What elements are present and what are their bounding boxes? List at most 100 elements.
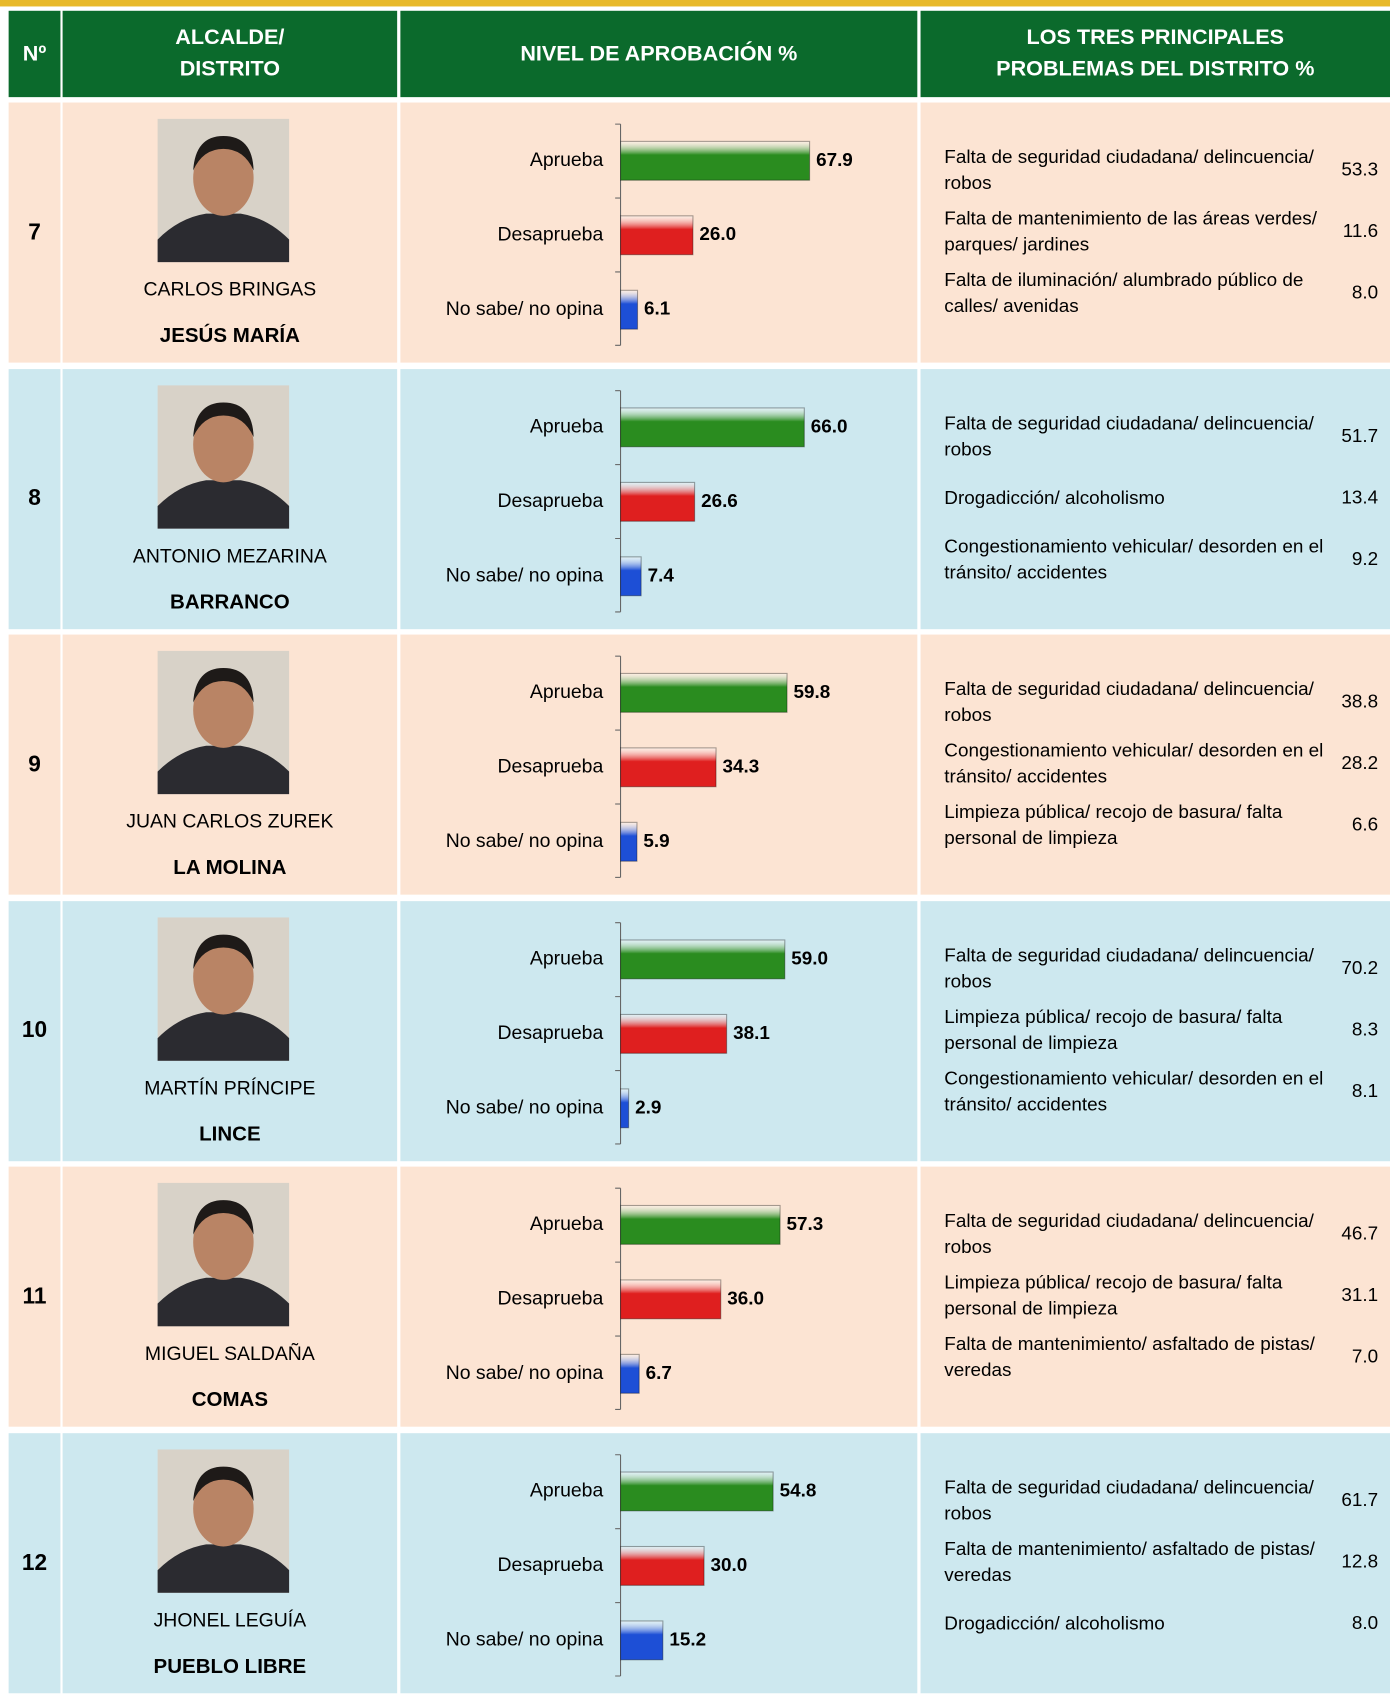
bar-label: Aprueba (530, 149, 604, 171)
value-label: 59.8 (794, 682, 831, 703)
bar (620, 555, 642, 596)
bar (620, 1088, 630, 1129)
row: 9 JUAN CARLOS ZUREK LA MOLINA Aprueba 59.8 De… (0, 634, 1390, 895)
problem-text: Drogadicción/ alcoholismo (944, 1612, 1165, 1634)
chart-cell: Aprueba 59.0 Desaprueba 38.1 No sabe/ no opi… (400, 900, 918, 1161)
bar (620, 1279, 722, 1320)
bar (620, 1205, 781, 1246)
value-label: 6.7 (646, 1363, 672, 1384)
problems-cell: Falta de seguridad ciudadana/ delincuenc… (920, 634, 1390, 895)
bar (620, 289, 639, 330)
bar (620, 406, 805, 447)
chart-cell: Aprueba 59.8 Desaprueba 34.3 No sabe/ no opi… (400, 634, 918, 895)
value-label: 67.9 (816, 150, 853, 171)
value-label: 26.6 (701, 490, 738, 511)
value-label: 6.1 (644, 299, 670, 320)
bar (620, 1354, 640, 1395)
header-text: NIVEL DE APROBACIÓN % (520, 41, 798, 66)
bar (620, 1545, 705, 1586)
photo-body (157, 213, 290, 263)
photo-hair (193, 668, 254, 703)
bar-chart: Aprueba 54.8 Desaprueba 30.0 No sabe/ no opi… (446, 1454, 816, 1677)
district-name: LINCE (199, 1123, 261, 1146)
bar-label: Desaprueba (498, 223, 604, 245)
problem-text: Limpieza pública/ recojo de basura/ falt… (944, 1005, 1283, 1054)
value-label: 66.0 (811, 416, 848, 437)
header-text: DISTRITO (179, 57, 281, 81)
problem-text: Falta de mantenimiento/ asfaltado de pis… (944, 1537, 1315, 1586)
bar-chart: Aprueba 66.0 Desaprueba 26.6 No sabe/ no opi… (446, 389, 848, 613)
problem-text: Falta de seguridad ciudadana/ delincuenc… (944, 944, 1314, 992)
district-name: LA MOLINA (173, 857, 287, 880)
problem-text: Congestionamiento vehicular/ desorden en… (944, 739, 1324, 787)
problem-value: 51.7 (1341, 424, 1379, 446)
value-label: 34.3 (723, 756, 760, 777)
bar (620, 747, 717, 788)
photo-face (193, 672, 254, 749)
bar (620, 140, 811, 181)
problem-text: Falta de seguridad ciudadana/ delincuenc… (944, 1476, 1314, 1524)
bar (620, 673, 788, 714)
photo-face (193, 938, 254, 1015)
problem-value: 9.2 (1351, 547, 1379, 569)
top-bar (0, 0, 1390, 7)
problem-text: Limpieza pública/ recojo de basura/ falt… (944, 1271, 1283, 1320)
problem-value: 61.7 (1341, 1488, 1379, 1511)
photo-hair (193, 934, 254, 969)
bar-label: Aprueba (530, 947, 604, 969)
mayor-name: CARLOS BRINGAS (143, 278, 317, 301)
mayor-cell: JUAN CARLOS ZUREK LA MOLINA (62, 634, 398, 895)
bar-label: No sabe/ no opina (446, 564, 604, 586)
bar-label: Desaprueba (498, 756, 604, 778)
photo (157, 1449, 290, 1593)
value-label: 38.1 (733, 1023, 770, 1044)
header-text: LOS TRES PRINCIPALES (1026, 25, 1284, 50)
problems-cell: Falta de seguridad ciudadana/ delincuenc… (920, 900, 1390, 1161)
row: 10 MARTÍN PRÍNCIPE LINCE Aprueba 59.0 Desapru… (0, 900, 1390, 1161)
problem-value: 13.4 (1341, 485, 1379, 508)
value-label: 30.0 (711, 1555, 748, 1576)
bar (620, 481, 696, 522)
problem-value: 31.1 (1341, 1284, 1379, 1306)
problem-value: 8.3 (1351, 1018, 1379, 1040)
no-cell: 12 (8, 1433, 61, 1694)
problem-value: 53.3 (1341, 158, 1379, 180)
bar-label: No sabe/ no opina (446, 830, 604, 852)
photo-body (157, 1278, 290, 1327)
row: 8 ANTONIO MEZARINA BARRANCO Aprueba 66.0 Desa… (0, 368, 1390, 629)
problem-value: 6.6 (1351, 813, 1379, 835)
bar (620, 939, 786, 980)
header-approval: NIVEL DE APROBACIÓN % (400, 10, 918, 98)
problem-value: 46.7 (1341, 1222, 1379, 1245)
problem-text: Falta de seguridad ciudadana/ delincuenc… (944, 677, 1314, 726)
bar-label: Desaprueba (498, 1288, 604, 1310)
photo-body (157, 745, 290, 795)
header-text: ALCALDE/ (175, 25, 285, 50)
photo-face (193, 1204, 254, 1281)
bar (620, 1620, 664, 1661)
problem-value: 12.8 (1341, 1550, 1379, 1572)
photo (157, 1183, 290, 1327)
photo-body (157, 1544, 290, 1593)
value-label: 59.0 (791, 948, 828, 969)
row-number: 11 (22, 1284, 47, 1309)
photo-body (157, 1012, 290, 1061)
row: 7 CARLOS BRINGAS JESÚS MARÍA Aprueba 67.9 Des… (0, 102, 1390, 363)
chart-cell: Aprueba 57.3 Desaprueba 36.0 No sabe/ no opi… (400, 1167, 918, 1428)
chart-cell: Aprueba 66.0 Desaprueba 26.6 No sabe/ no opi… (400, 368, 918, 629)
no-cell: 11 (8, 1167, 61, 1428)
bar-label: Desaprueba (498, 490, 604, 512)
header-text: Nº (22, 41, 47, 66)
problems-cell: Falta de seguridad ciudadana/ delincuenc… (920, 1433, 1390, 1694)
header-problems: LOS TRES PRINCIPALES PROBLEMAS DEL DISTRI… (920, 10, 1390, 98)
header-no: Nº (8, 10, 61, 98)
problem-text: Congestionamiento vehicular/ desorden en… (944, 1067, 1324, 1115)
photo-face (193, 140, 254, 216)
mayor-name: MARTÍN PRÍNCIPE (144, 1076, 316, 1099)
problem-text: Falta de iluminación/ alumbrado público … (944, 268, 1304, 317)
no-cell: 8 (8, 368, 61, 629)
photo-hair (193, 1200, 254, 1236)
photo (157, 650, 290, 795)
row-number: 7 (28, 219, 41, 245)
